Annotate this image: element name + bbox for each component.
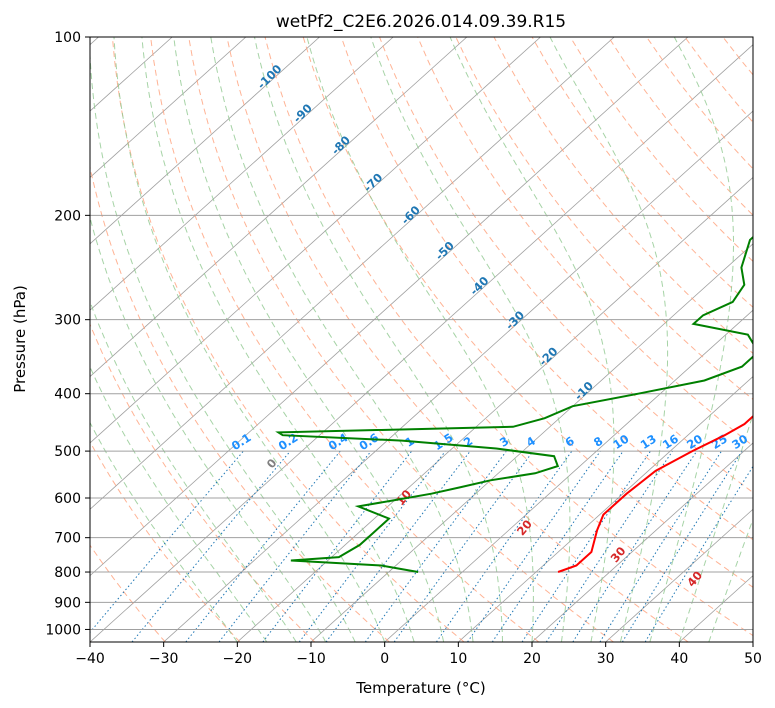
dry-adiabat-line	[111, 37, 465, 642]
moist-adiabat-line	[90, 300, 297, 642]
y-tick-label: 400	[54, 387, 81, 403]
mixing-ratio-line	[644, 465, 753, 642]
dry-adiabat-line	[264, 37, 753, 637]
x-tick-label: −30	[149, 651, 179, 667]
moist-adiabat-line	[173, 37, 445, 642]
moist-adiabat-line	[678, 412, 753, 642]
mixing-ratio-line	[364, 450, 507, 642]
temperature-line	[557, 414, 753, 573]
plot-frame	[89, 36, 754, 643]
dewpoint-line	[275, 235, 753, 573]
isotherm-line	[163, 110, 753, 642]
moist-adiabat-line	[649, 37, 734, 642]
dry-adiabat-line	[302, 37, 753, 588]
isotherm-line	[310, 243, 753, 642]
isotherm-line	[90, 37, 394, 311]
x-tick-label: 10	[449, 651, 467, 667]
x-tick-label: 30	[597, 651, 615, 667]
x-axis: −40 −30 −20 −10 0 10 20 30 40 50	[75, 642, 762, 667]
isotherm-line	[90, 37, 320, 245]
chart-title: wetPf2_C2E6.2026.014.09.39.R15	[276, 12, 566, 32]
y-tick-label: 300	[54, 313, 81, 329]
isotherm-line	[90, 37, 541, 444]
dry-adiabat-line	[150, 37, 540, 642]
isotherm-line	[458, 375, 753, 642]
y-tick-label: 700	[54, 531, 81, 547]
mixing-ratio-line	[435, 450, 573, 642]
mixing-ratio-line	[90, 450, 244, 634]
dry-adiabat-line	[90, 323, 316, 642]
y-tick-label: 1000	[45, 622, 81, 638]
moist-adiabat-line	[306, 37, 534, 642]
mixing-ratio-line	[599, 450, 722, 642]
mixing-ratio-line	[572, 450, 698, 642]
y-axis: 100 200 300 400 500 600 700 800 900 1000	[45, 30, 90, 638]
moist-adiabat-line	[708, 518, 753, 642]
mixing-ratio-line	[131, 450, 291, 642]
y-tick-label: 500	[54, 444, 81, 460]
isotherm-line	[90, 37, 689, 577]
pressure-gridlines	[90, 37, 753, 630]
moist-adiabat-line	[370, 37, 571, 642]
mixing-ratio-line	[185, 450, 341, 642]
mixing-ratio-line	[545, 450, 674, 642]
moist-adiabat-line	[449, 37, 615, 642]
moist-adiabat-line	[141, 37, 415, 642]
background-lines	[90, 37, 753, 642]
isotherm-line	[90, 37, 468, 378]
x-tick-label: −10	[296, 651, 326, 667]
isotherm-line	[90, 37, 615, 510]
y-axis-title: Pressure (hPa)	[11, 285, 29, 393]
dry-adiabat-line	[90, 544, 166, 642]
mixing-ratio-line	[298, 450, 446, 642]
dry-adiabat-line	[340, 37, 753, 541]
moist-adiabat-line	[90, 215, 327, 642]
mixing-ratio-line	[218, 450, 372, 642]
moist-adiabat-line	[549, 37, 669, 642]
x-tick-label: 0	[380, 651, 389, 667]
isotherm-line	[90, 44, 753, 642]
isotherm-line	[237, 176, 753, 642]
y-tick-label: 200	[54, 208, 81, 224]
dry-adiabat-line	[226, 37, 689, 642]
x-tick-label: −20	[223, 651, 253, 667]
isotherm-line	[90, 37, 247, 178]
mixing-ratio-line	[393, 450, 534, 642]
moist-adiabat-line	[90, 365, 268, 642]
y-tick-label: 100	[54, 30, 81, 46]
y-tick-label: 900	[54, 595, 81, 611]
x-tick-label: 50	[744, 651, 762, 667]
isotherm-line	[531, 442, 753, 642]
x-tick-label: 40	[670, 651, 688, 667]
moist-adiabat-line	[90, 421, 238, 642]
mixing-ratio-label: 36	[750, 432, 771, 452]
isotherm-line	[384, 309, 753, 642]
isotherm-line	[605, 508, 753, 642]
dry-adiabat-line	[531, 37, 753, 308]
mixing-ratio-line	[521, 450, 651, 642]
moist-adiabat-line	[113, 37, 386, 642]
x-tick-label: −40	[75, 651, 105, 667]
dry-adiabat-line	[90, 164, 390, 642]
y-tick-label: 600	[54, 491, 81, 507]
mixing-ratio-line	[467, 450, 601, 642]
mixing-ratio-line	[491, 450, 624, 642]
mixing-ratio-line	[325, 450, 471, 642]
moist-adiabat-line	[254, 37, 503, 642]
moist-adiabat-line	[210, 37, 474, 642]
y-tick-label: 800	[54, 565, 81, 581]
moist-adiabat-line	[90, 44, 356, 642]
x-tick-label: 20	[523, 651, 541, 667]
x-axis-title: Temperature (°C)	[355, 679, 485, 697]
